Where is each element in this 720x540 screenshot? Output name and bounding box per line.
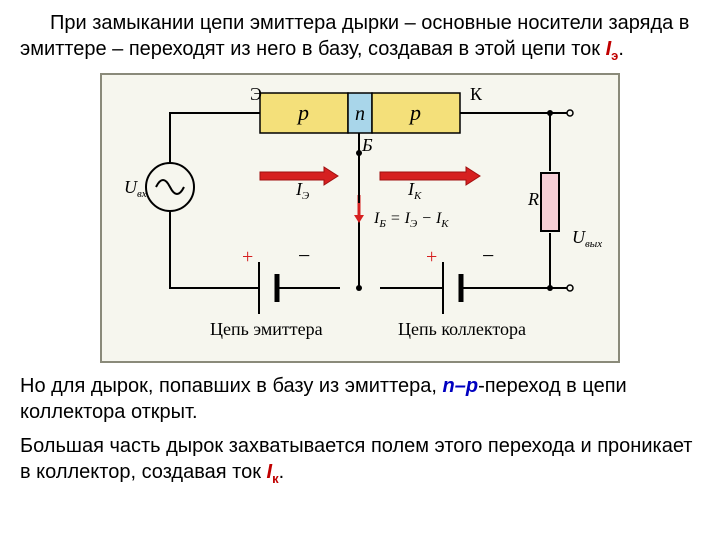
svg-text:−: − [482,243,494,268]
svg-text:+: + [426,246,437,268]
bot2-post: . [279,461,285,483]
svg-text:Цепь эмиттера: Цепь эмиттера [210,319,323,339]
np-junction: n–p [443,375,479,397]
svg-text:Э: Э [250,84,262,104]
svg-text:Б: Б [361,135,373,155]
svg-text:R: R [527,189,539,209]
ik-symbol: Iк [267,461,279,483]
ie-symbol: Iэ [606,38,619,60]
top-paragraph: При замыкании цепи эмиттера дырки – осно… [20,10,700,65]
circuit-diagram: +−+−ЭКБpnpUвхUвыхRIЭIКIБ = IЭ − IКЦепь э… [100,73,620,363]
bot1-pre: Но для дырок, попавших в базу из эмиттер… [20,375,443,397]
top-text-pre: При замыкании цепи эмиттера дырки – осно… [20,12,689,60]
svg-text:p: p [296,100,309,125]
svg-text:+: + [242,246,253,268]
svg-text:Цепь коллектора: Цепь коллектора [398,319,526,339]
svg-text:n: n [355,103,365,125]
top-text-post: . [618,38,624,60]
circuit-svg: +−+−ЭКБpnpUвхUвыхRIЭIКIБ = IЭ − IКЦепь э… [100,73,620,363]
svg-text:−: − [298,243,310,268]
bottom-paragraph-2: Большая часть дырок захватывается полем … [20,433,700,488]
svg-text:p: p [408,100,421,125]
bot2-pre: Большая часть дырок захватывается полем … [20,435,692,483]
svg-text:К: К [470,84,483,104]
bottom-paragraph-1: Но для дырок, попавших в базу из эмиттер… [20,373,700,425]
